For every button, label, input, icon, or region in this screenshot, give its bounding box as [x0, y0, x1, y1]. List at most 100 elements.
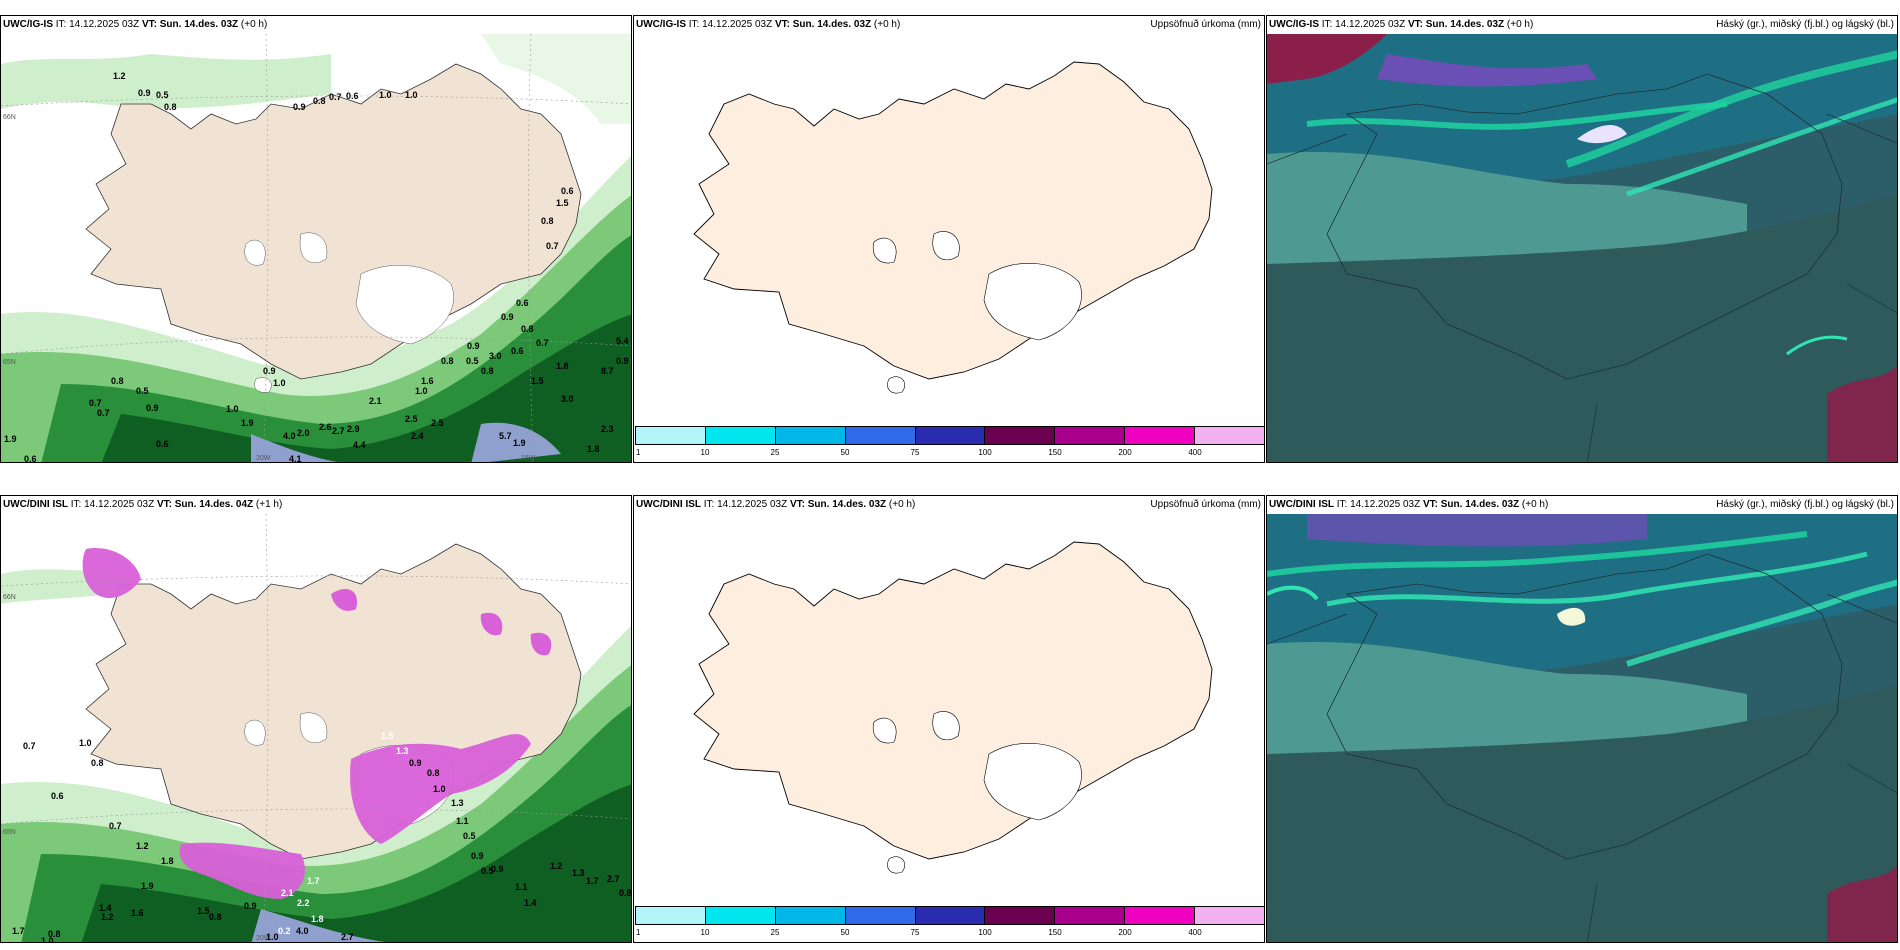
station-value: 0.9 [244, 901, 257, 911]
accum-map[interactable] [634, 34, 1264, 446]
accum-map[interactable] [634, 514, 1264, 926]
station-value: 1.7 [586, 876, 599, 886]
station-value: 0.8 [481, 366, 494, 376]
station-value: 0.9 [471, 851, 484, 861]
station-value: 1.0 [273, 378, 286, 388]
station-value: 0.6 [24, 454, 37, 463]
colorbar-tick: 50 [840, 448, 850, 457]
station-value: 1.8 [311, 914, 324, 924]
dini-precip-panel: UWC/DINI ISL IT: 14.12.2025 03Z VT: Sun.… [0, 495, 632, 943]
station-value: 1.5 [197, 906, 210, 916]
precip-map[interactable]: 66N 65N 20W 0.7 1.0 0.8 0.6 0.7 1.2 1.8 1.9 1.5 1… [1, 514, 631, 942]
station-value: 2.2 [297, 898, 310, 908]
station-value: 0.7 [536, 338, 549, 348]
station-value: 1.4 [524, 898, 537, 908]
colorbar-swatch [1125, 907, 1196, 924]
station-value: 2.7 [607, 874, 620, 884]
colorbar-tick: 1 [636, 928, 641, 937]
station-value: 3.0 [489, 351, 502, 361]
station-value: 1.5 [531, 376, 544, 386]
precip-colorbar: 1 10 25 50 75 100 150 200 400 [634, 426, 1264, 462]
panel-header: UWC/DINI ISL IT: 14.12.2025 03Z VT: Sun.… [634, 496, 1264, 514]
panel-header: UWC/IG-IS IT: 14.12.2025 03Z VT: Sun. 14… [1267, 16, 1897, 34]
colorbar-tick: 400 [1188, 448, 1202, 457]
station-value: 0.7 [23, 741, 36, 751]
station-value: 0.8 [91, 758, 104, 768]
station-value: 0.7 [109, 821, 122, 831]
station-value: 0.7 [89, 398, 102, 408]
colorbar-swatch [845, 427, 916, 444]
station-value: 0.6 [156, 439, 169, 449]
station-value: 0.9 [293, 102, 306, 112]
station-value: 0.6 [516, 298, 529, 308]
station-value: 0.9 [501, 312, 514, 322]
station-value: 0.8 [313, 96, 326, 106]
colorbar-tick: 10 [700, 448, 710, 457]
station-value: 2.1 [281, 888, 294, 898]
station-value: 1.9 [4, 434, 17, 444]
station-value: 1.2 [101, 912, 114, 922]
station-value: 1.0 [405, 90, 418, 100]
station-value: 0.7 [329, 92, 342, 102]
station-value: 1.2 [136, 841, 149, 851]
panel-header: UWC/IG-IS IT: 14.12.2025 03Z VT: Sun. 14… [3, 19, 268, 30]
colorbar-swatch [1055, 907, 1126, 924]
station-value: 2.5 [405, 414, 418, 424]
lat-label: 65N [3, 359, 16, 366]
station-value: 4.0 [296, 926, 309, 936]
station-value: 1.3 [396, 746, 409, 756]
station-value: 0.6 [346, 91, 359, 101]
colorbar-swatch [705, 427, 776, 444]
colorbar-tick: 10 [700, 928, 710, 937]
panel-header: UWC/IG-IS IT: 14.12.2025 03Z VT: Sun. 14… [634, 16, 1264, 34]
colorbar-swatch [915, 907, 986, 924]
station-value: 2.7 [332, 426, 345, 436]
station-value: 0.9 [409, 758, 422, 768]
station-value: 0.9 [263, 366, 276, 376]
station-value: 5.7 [499, 431, 512, 441]
panel-title: Uppsöfnuð úrkoma (mm) [1150, 19, 1261, 30]
station-value: 0.7 [546, 241, 559, 251]
colorbar-tick: 25 [770, 448, 780, 457]
station-value: 0.5 [463, 831, 476, 841]
station-value: 0.5 [136, 386, 149, 396]
dini-accum-panel: UWC/DINI ISL IT: 14.12.2025 03Z VT: Sun.… [633, 495, 1265, 943]
cloud-map[interactable] [1267, 34, 1897, 462]
ig-accum-panel: UWC/IG-IS IT: 14.12.2025 03Z VT: Sun. 14… [633, 15, 1265, 463]
panel-header: UWC/DINI ISL IT: 14.12.2025 03Z VT: Sun.… [3, 499, 283, 510]
station-value: 2.3 [601, 424, 614, 434]
station-value: 0.8 [111, 376, 124, 386]
colorbar-tick: 75 [910, 448, 920, 457]
station-value: 2.1 [369, 396, 382, 406]
precip-colorbar: 1 10 25 50 75 100 150 200 400 [634, 906, 1264, 942]
station-value: 0.5 [466, 356, 479, 366]
cloud-map[interactable] [1267, 514, 1897, 942]
station-value: 2.7 [341, 932, 354, 942]
colorbar-tick: 150 [1048, 448, 1062, 457]
station-value: 1.9 [513, 438, 526, 448]
station-value: 1.3 [572, 868, 585, 878]
station-value: 1.0 [226, 404, 239, 414]
colorbar-swatch [636, 427, 706, 444]
station-value: 1.7 [307, 876, 320, 886]
colorbar-swatch [775, 907, 846, 924]
colorbar-swatch [915, 427, 986, 444]
station-value: 0.8 [164, 102, 177, 112]
station-value: 0.8 [48, 929, 61, 939]
station-value: 0.8 [209, 912, 222, 922]
colorbar-swatch [1055, 427, 1126, 444]
colorbar-swatch [985, 427, 1056, 444]
lat-label: 65N [3, 829, 16, 836]
station-value: 1.7 [12, 926, 25, 936]
station-value: 4.0 [283, 431, 296, 441]
station-value: 8.7 [601, 366, 614, 376]
station-value: 2.6 [319, 422, 332, 432]
lon-label: 20W [256, 455, 271, 462]
station-value: 0.8 [541, 216, 554, 226]
station-value: 0.2 [278, 926, 291, 936]
station-value: 5.4 [616, 336, 629, 346]
station-value: 1.6 [421, 376, 434, 386]
station-value: 1.9 [141, 881, 154, 891]
precip-map[interactable]: 66N 65N 20W 15W 1.2 0.9 0.5 0.8 0.9 0.8 0.7 0.6… [1, 34, 631, 463]
station-value: 0.9 [616, 356, 629, 366]
